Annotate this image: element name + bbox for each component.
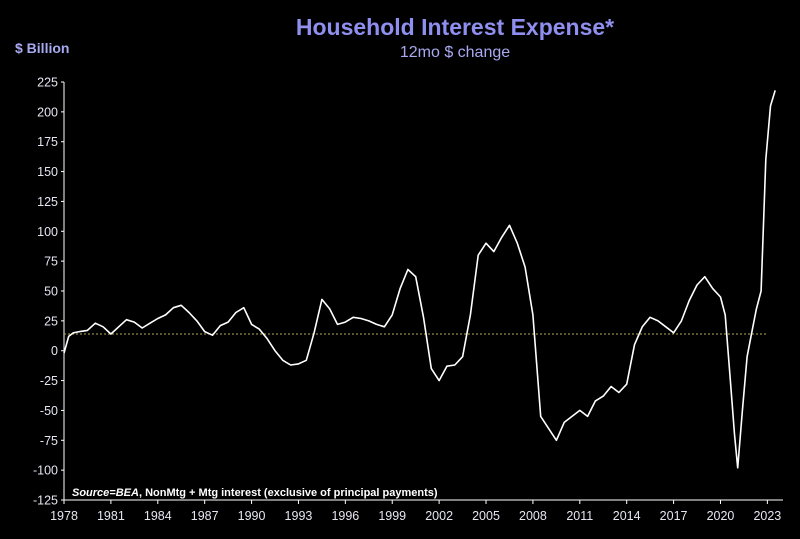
source-note-rest: , NonMtg + Mtg interest (exclusive of pr…	[139, 487, 438, 499]
x-tick-label: 1978	[50, 509, 78, 523]
x-tick-label: 1993	[285, 509, 313, 523]
x-tick-label: 1981	[97, 509, 125, 523]
y-tick-label: 200	[37, 105, 58, 119]
y-tick-label: 0	[51, 344, 58, 358]
y-axis-label: $ Billion	[15, 40, 69, 56]
y-axis-ticks: 225 200 175 150 125 100 75 50 25 0 -25 -50 -75 -100 -1…	[33, 76, 64, 508]
y-tick-label: 100	[37, 225, 58, 239]
x-tick-label: 2023	[753, 509, 781, 523]
x-tick-label: 2017	[660, 509, 688, 523]
x-tick-label: 2002	[425, 509, 453, 523]
x-tick-label: 1999	[378, 509, 406, 523]
x-axis-ticks: 1978 1981 1984 1987 1990 1993 1996 1999 2002 2005…	[50, 500, 781, 523]
x-tick-label: 1996	[331, 509, 359, 523]
y-tick-label: -25	[40, 374, 58, 388]
y-tick-label: -125	[33, 494, 58, 508]
x-tick-label: 1987	[191, 509, 219, 523]
y-tick-label: 225	[37, 76, 58, 90]
y-tick-label: 75	[44, 255, 58, 269]
y-tick-label: 25	[44, 314, 58, 328]
source-note: Source=BEA, NonMtg + Mtg interest (exclu…	[72, 487, 438, 499]
y-tick-label: 125	[37, 195, 58, 209]
x-tick-label: 2011	[566, 509, 593, 523]
y-tick-label: 50	[44, 285, 58, 299]
x-tick-label: 2008	[519, 509, 547, 523]
x-tick-label: 2020	[707, 509, 735, 523]
chart-subtitle: 12mo $ change	[400, 44, 510, 61]
y-tick-label: 150	[37, 165, 58, 179]
series-line	[63, 90, 776, 469]
y-tick-label: 175	[37, 135, 58, 149]
chart-title: Household Interest Expense*	[296, 14, 614, 40]
y-tick-label: -75	[40, 434, 58, 448]
source-note-bold: Source=BEA	[72, 487, 139, 499]
y-tick-label: -50	[40, 404, 58, 418]
x-tick-label: 2014	[613, 509, 641, 523]
y-tick-label: -100	[33, 464, 58, 478]
x-tick-label: 1984	[144, 509, 172, 523]
x-tick-label: 1990	[238, 509, 266, 523]
x-tick-label: 2005	[472, 509, 500, 523]
